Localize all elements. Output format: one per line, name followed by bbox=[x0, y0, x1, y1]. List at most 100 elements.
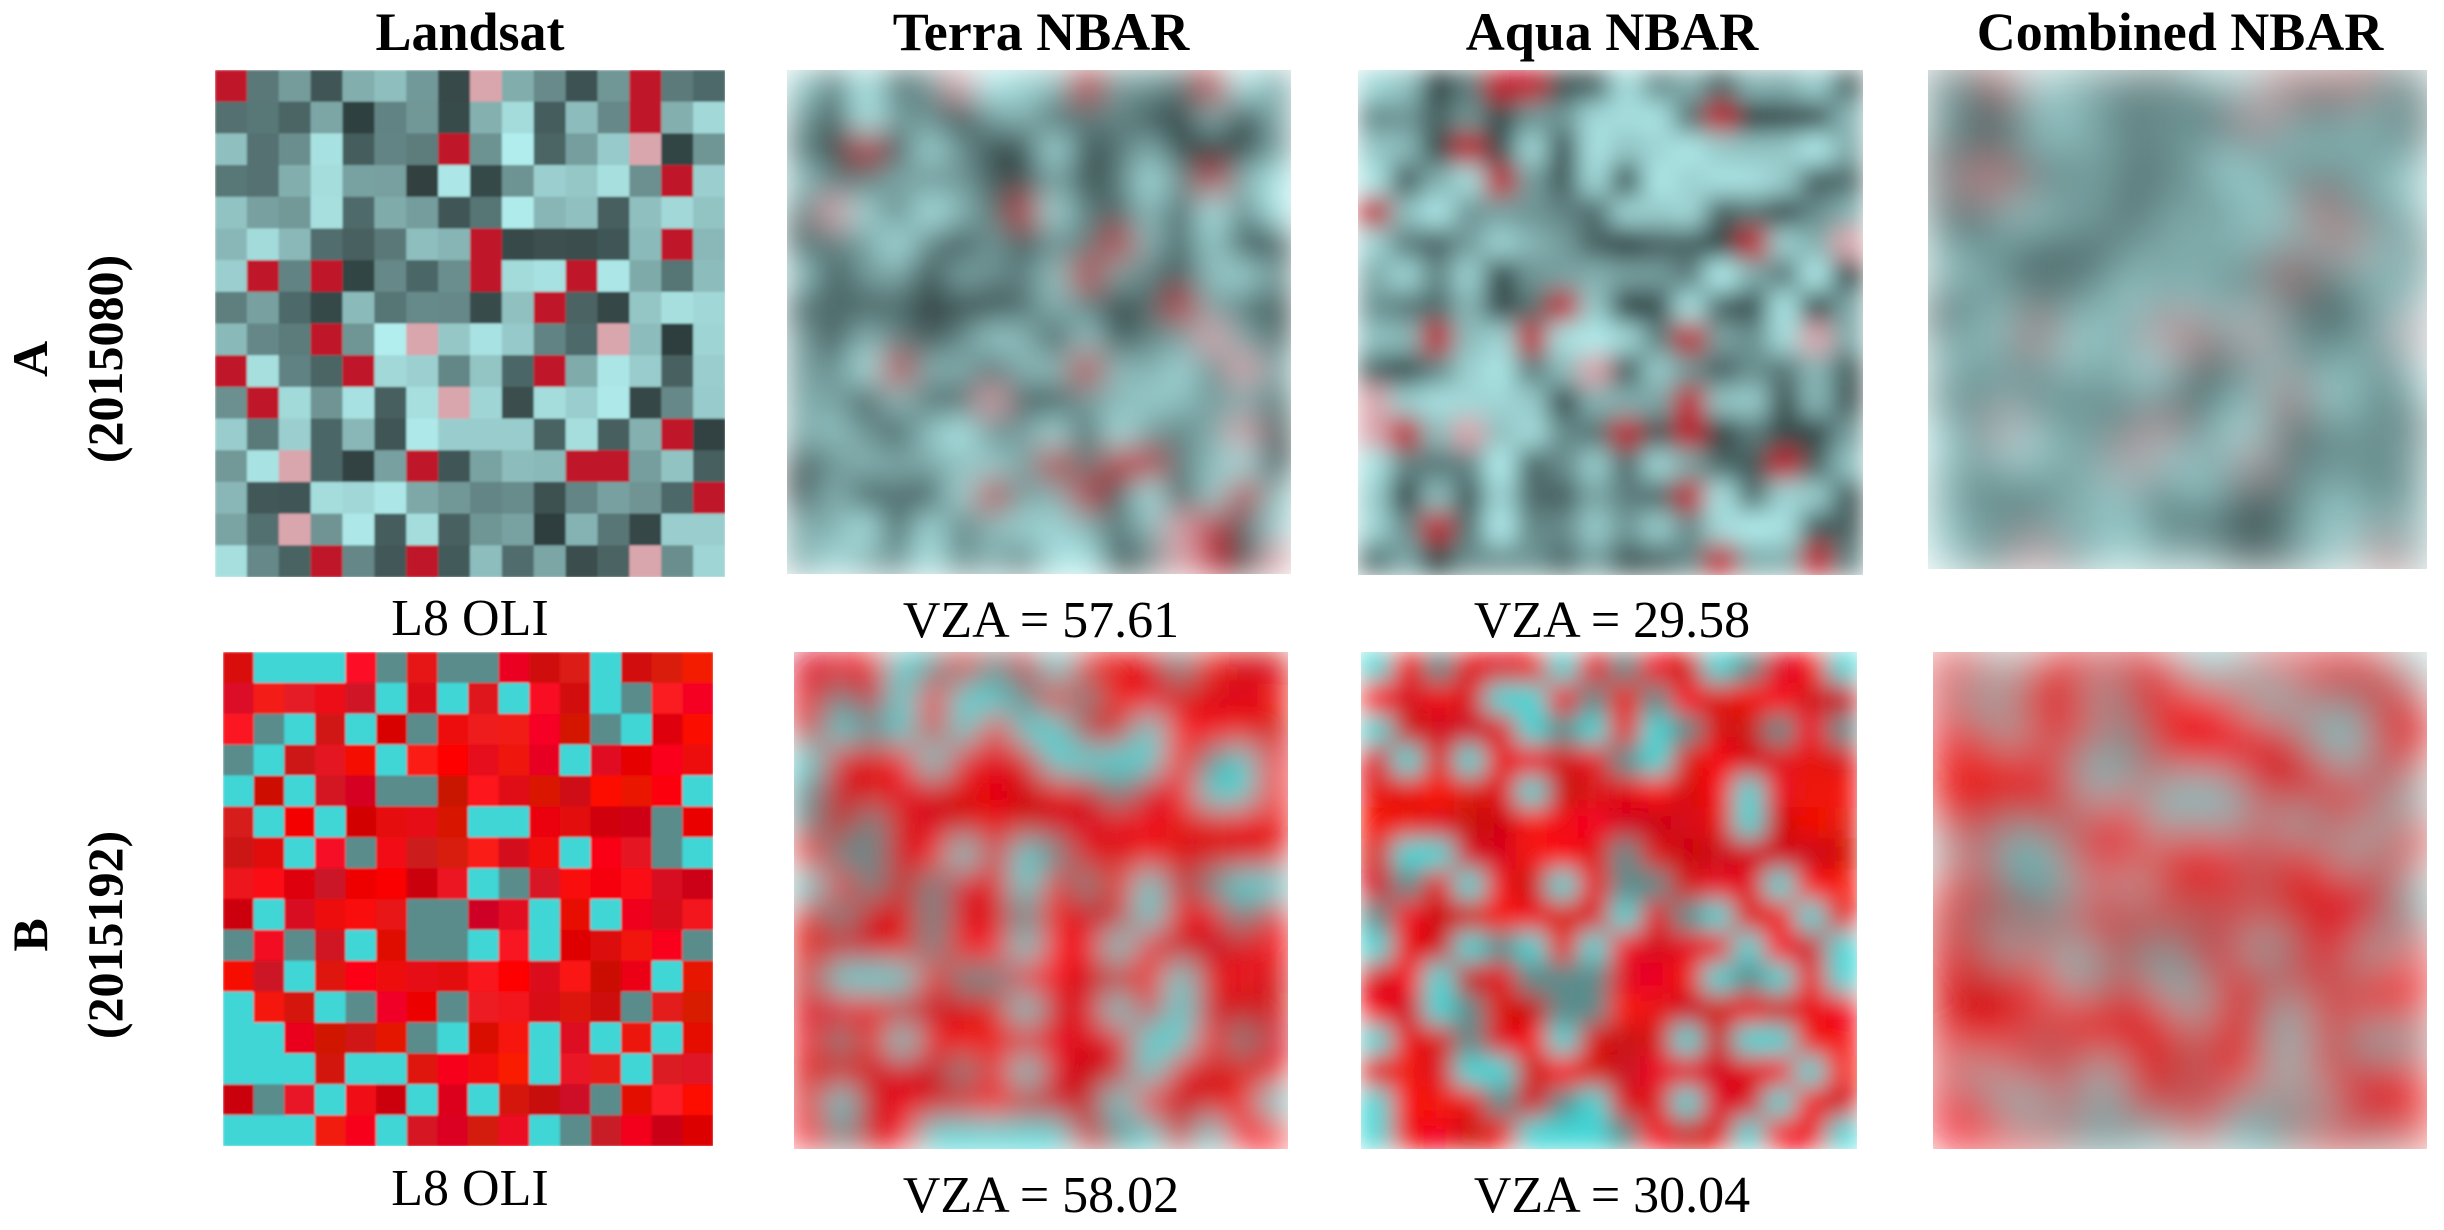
image-pixel bbox=[314, 929, 346, 962]
image-pixel bbox=[2056, 962, 2088, 995]
image-pixel bbox=[1164, 683, 1196, 715]
image-pixel bbox=[881, 353, 914, 386]
image-pixel bbox=[1389, 322, 1422, 355]
image-pixel bbox=[1039, 227, 1071, 260]
image-pixel bbox=[310, 513, 343, 546]
image-pixel bbox=[693, 133, 725, 166]
image-pixel bbox=[1196, 448, 1229, 480]
image-pixel bbox=[1990, 475, 2023, 508]
image-pixel bbox=[2083, 506, 2116, 539]
image-pixel bbox=[976, 164, 1008, 197]
image-pixel bbox=[1389, 480, 1422, 513]
image-pixel bbox=[253, 1084, 285, 1116]
image-pixel bbox=[917, 838, 949, 870]
image-pixel bbox=[2149, 683, 2181, 715]
image-pixel bbox=[913, 101, 945, 134]
image-pixel bbox=[1389, 227, 1422, 260]
image-pixel bbox=[1928, 288, 1960, 320]
image-pixel bbox=[1795, 900, 1827, 933]
image-pixel bbox=[2180, 962, 2212, 995]
image-pixel bbox=[1642, 385, 1675, 418]
image-pixel bbox=[1640, 931, 1672, 964]
image-pixel bbox=[913, 133, 945, 165]
image-pixel bbox=[1358, 70, 1391, 103]
image-pixel bbox=[223, 682, 255, 715]
image-pixel bbox=[2239, 132, 2272, 165]
image-pixel bbox=[1102, 869, 1135, 901]
image-pixel bbox=[1673, 290, 1706, 323]
image-pixel bbox=[438, 291, 471, 324]
image-pixel bbox=[501, 133, 535, 166]
image-pixel bbox=[1831, 290, 1863, 323]
image-pixel bbox=[2087, 683, 2119, 715]
image-pixel bbox=[1578, 354, 1611, 387]
image-pixel bbox=[501, 101, 535, 134]
image-pixel bbox=[468, 713, 500, 746]
image-pixel bbox=[1768, 227, 1801, 260]
image-pixel bbox=[498, 929, 530, 962]
image-pixel bbox=[1994, 962, 2027, 995]
image-pixel bbox=[824, 776, 857, 808]
image-pixel bbox=[223, 1053, 255, 1085]
image-pixel bbox=[529, 1115, 561, 1146]
image-pixel bbox=[2210, 652, 2243, 684]
image-pixel bbox=[1547, 227, 1580, 260]
image-pixel bbox=[1392, 807, 1424, 839]
image-pixel bbox=[1963, 714, 1996, 746]
image-pixel bbox=[629, 70, 662, 103]
image-pixel bbox=[406, 545, 439, 577]
image-pixel bbox=[1196, 353, 1229, 386]
image-pixel bbox=[533, 133, 567, 166]
image-pixel bbox=[1452, 70, 1485, 103]
image-pixel bbox=[1642, 101, 1675, 134]
image-pixel bbox=[2083, 132, 2116, 165]
image-pixel bbox=[1228, 227, 1260, 260]
image-pixel bbox=[651, 991, 683, 1023]
image-pixel bbox=[438, 323, 471, 356]
image-pixel bbox=[1226, 962, 1258, 995]
image-pixel bbox=[1259, 133, 1291, 165]
image-pixel bbox=[1358, 196, 1391, 229]
image-pixel bbox=[1826, 745, 1857, 777]
image-pixel bbox=[1673, 133, 1706, 166]
image-pixel bbox=[597, 133, 630, 166]
image-pixel bbox=[1454, 1117, 1486, 1149]
image-pixel bbox=[1933, 838, 1965, 870]
image-pixel bbox=[406, 652, 438, 684]
image-pixel bbox=[629, 418, 662, 451]
image-pixel bbox=[278, 228, 312, 261]
image-pixel bbox=[682, 837, 713, 869]
image-pixel bbox=[2333, 163, 2366, 196]
image-pixel bbox=[253, 713, 285, 746]
image-pixel bbox=[1133, 807, 1165, 839]
image-pixel bbox=[1421, 259, 1454, 292]
image-pixel bbox=[253, 837, 285, 869]
image-pixel bbox=[246, 101, 280, 134]
image-pixel bbox=[2021, 537, 2054, 569]
image-pixel bbox=[2056, 838, 2088, 870]
image-pixel bbox=[1610, 385, 1643, 418]
image-pixel bbox=[278, 323, 312, 356]
image-pixel bbox=[2239, 350, 2272, 383]
image-pixel bbox=[1963, 1024, 1996, 1057]
image-pixel bbox=[2087, 776, 2119, 808]
image-pixel bbox=[437, 960, 469, 993]
image-pixel bbox=[223, 960, 255, 993]
image-pixel bbox=[787, 259, 819, 291]
image-pixel bbox=[1515, 101, 1548, 134]
image-pixel bbox=[590, 868, 622, 900]
image-pixel bbox=[2021, 475, 2054, 508]
image-pixel bbox=[693, 101, 725, 134]
image-pixel bbox=[215, 70, 248, 103]
image-pixel bbox=[1257, 1024, 1288, 1057]
satellite-image bbox=[787, 70, 1291, 574]
image-pixel bbox=[565, 386, 598, 420]
image-pixel bbox=[559, 837, 591, 869]
image-pixel bbox=[1392, 745, 1424, 777]
image-pixel bbox=[661, 165, 694, 198]
image-pixel bbox=[2210, 838, 2243, 870]
image-pixel bbox=[2334, 776, 2366, 808]
image-pixel bbox=[223, 1022, 255, 1054]
image-pixel bbox=[342, 165, 375, 198]
image-pixel bbox=[310, 323, 343, 356]
